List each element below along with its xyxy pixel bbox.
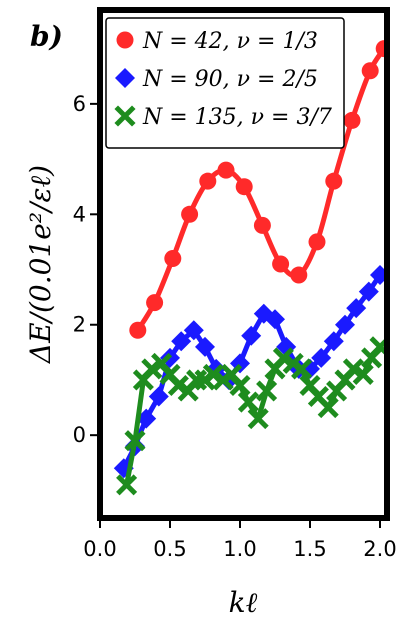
data-point-n42 bbox=[146, 294, 164, 312]
y-tick-label: 4 bbox=[73, 202, 86, 226]
legend-marker-n135 bbox=[114, 105, 136, 127]
data-point-n42 bbox=[235, 178, 253, 196]
data-point-n90 bbox=[148, 386, 169, 407]
data-point-n135 bbox=[124, 430, 146, 452]
legend-label-n42: N = 42, ν = 1/3 bbox=[142, 29, 318, 54]
legend-marker-n90 bbox=[115, 68, 135, 88]
data-point-n90 bbox=[311, 347, 332, 368]
data-point-n135 bbox=[256, 380, 278, 402]
legend-item-n42: N = 42, ν = 1/3 bbox=[116, 29, 318, 54]
data-point-n135 bbox=[317, 397, 339, 419]
data-point-n90 bbox=[358, 281, 379, 302]
data-point-n42 bbox=[181, 205, 199, 223]
data-point-n42 bbox=[290, 266, 308, 284]
y-tick-label: 0 bbox=[73, 423, 86, 447]
y-axis-label: ΔE/(0.01e²/εℓ) bbox=[24, 165, 57, 364]
data-point-n135 bbox=[352, 363, 374, 385]
data-point-n42 bbox=[129, 321, 147, 339]
data-point-n42 bbox=[217, 161, 235, 179]
data-point-n90 bbox=[183, 320, 204, 341]
y-tick-label: 6 bbox=[73, 92, 86, 116]
plot-frame bbox=[97, 7, 390, 521]
series-n42 bbox=[129, 40, 387, 339]
data-point-n135 bbox=[247, 408, 269, 430]
data-point-n90 bbox=[323, 331, 344, 352]
data-point-n90 bbox=[241, 325, 262, 346]
data-point-n90 bbox=[346, 298, 367, 319]
data-point-n90 bbox=[265, 309, 285, 330]
data-point-n135 bbox=[141, 358, 163, 380]
data-point-n135 bbox=[291, 358, 313, 380]
data-point-n135 bbox=[202, 363, 224, 385]
x-tick-label: 0.5 bbox=[153, 537, 186, 561]
x-tick-label: 1.0 bbox=[223, 537, 256, 561]
data-point-n135 bbox=[229, 374, 251, 397]
data-point-n135 bbox=[272, 347, 294, 369]
x-tick-label: 0.0 bbox=[83, 537, 116, 561]
legend-box bbox=[105, 17, 345, 149]
legend-label-n90: N = 90, ν = 2/5 bbox=[142, 67, 318, 92]
data-point-n42 bbox=[361, 62, 379, 80]
data-point-n135 bbox=[167, 374, 189, 397]
data-point-n90 bbox=[370, 265, 387, 286]
data-point-n135 bbox=[116, 474, 138, 496]
data-point-n42 bbox=[308, 233, 326, 251]
data-point-n135 bbox=[237, 391, 259, 413]
data-point-n42 bbox=[199, 172, 217, 190]
data-point-n42 bbox=[164, 249, 182, 267]
axes: 0.0 0.5 1.0 1.5 2.0 0 2 4 6 bbox=[73, 92, 397, 561]
data-point-n135 bbox=[342, 358, 364, 380]
data-point-n90 bbox=[171, 331, 192, 352]
y-tick-label: 2 bbox=[73, 313, 86, 337]
data-point-n42 bbox=[343, 111, 361, 129]
x-axis-label: kℓ bbox=[229, 586, 258, 619]
legend: N = 42, ν = 1/3 N = 90, ν = 2/5 N = 135, ν… bbox=[105, 17, 345, 149]
data-point-n90 bbox=[335, 314, 355, 335]
x-tick-label: 2.0 bbox=[363, 537, 396, 561]
data-point-n42 bbox=[325, 172, 343, 190]
legend-label-n135: N = 135, ν = 3/7 bbox=[142, 105, 332, 130]
legend-item-n135: N = 135, ν = 3/7 bbox=[114, 105, 332, 130]
data-point-n42 bbox=[253, 216, 271, 234]
legend-marker-n42 bbox=[116, 31, 134, 49]
panel-label: b) bbox=[30, 20, 63, 53]
x-tick-label: 1.5 bbox=[293, 537, 326, 561]
data-point-n42 bbox=[272, 255, 290, 273]
legend-item-n90: N = 90, ν = 2/5 bbox=[115, 67, 318, 92]
series-n135 bbox=[116, 336, 387, 496]
data-point-n90 bbox=[195, 336, 215, 357]
